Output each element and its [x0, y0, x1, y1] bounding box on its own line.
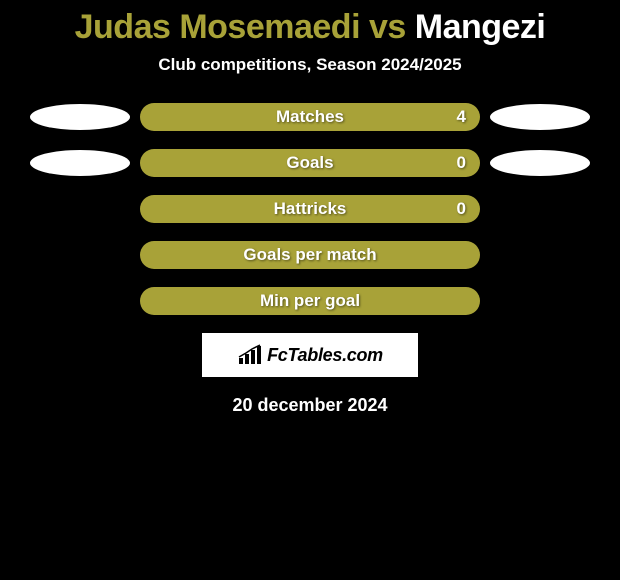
comparison-title: Judas Mosemaedi vs Mangezi [0, 0, 620, 47]
stat-bar: Matches 4 [140, 103, 480, 131]
right-oval [490, 104, 590, 130]
stat-row: Goals per match [0, 241, 620, 269]
logo-box: FcTables.com [202, 333, 418, 377]
left-oval [30, 104, 130, 130]
right-oval [490, 150, 590, 176]
stat-value: 4 [457, 107, 466, 127]
stat-row: Goals 0 [0, 149, 620, 177]
stat-label: Matches [276, 107, 344, 127]
player1-name: Judas Mosemaedi [75, 8, 360, 46]
stat-bar: Goals 0 [140, 149, 480, 177]
date-text: 20 december 2024 [0, 395, 620, 416]
stat-bar: Hattricks 0 [140, 195, 480, 223]
left-oval [30, 150, 130, 176]
stat-bar: Goals per match [140, 241, 480, 269]
logo-content: FcTables.com [237, 344, 383, 366]
stat-row: Matches 4 [0, 103, 620, 131]
logo-text: FcTables.com [267, 345, 383, 366]
subtitle: Club competitions, Season 2024/2025 [0, 55, 620, 75]
stat-value: 0 [457, 153, 466, 173]
stat-label: Goals per match [243, 245, 376, 265]
stat-row: Hattricks 0 [0, 195, 620, 223]
player2-name: Mangezi [415, 8, 546, 46]
stat-bar: Min per goal [140, 287, 480, 315]
stat-row: Min per goal [0, 287, 620, 315]
stat-label: Hattricks [274, 199, 347, 219]
chart-icon [237, 344, 263, 366]
stats-area: Matches 4 Goals 0 Hattricks 0 Goals per match M… [0, 103, 620, 315]
vs-text: vs [369, 8, 406, 46]
stat-label: Goals [286, 153, 333, 173]
stat-label: Min per goal [260, 291, 360, 311]
stat-value: 0 [457, 199, 466, 219]
